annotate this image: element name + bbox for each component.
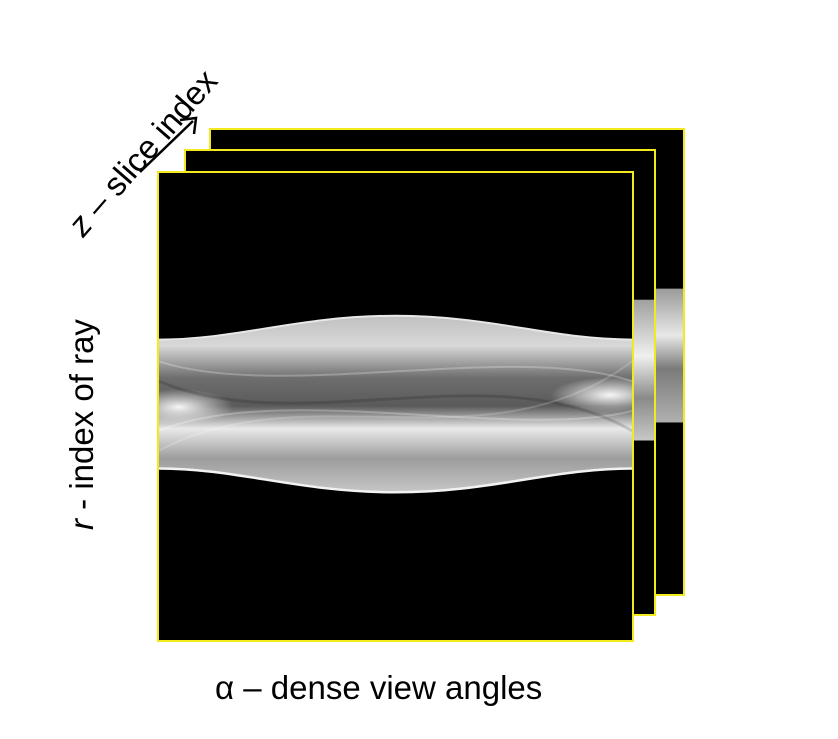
x-axis-symbol: α bbox=[215, 669, 235, 706]
x-axis-text: – dense view angles bbox=[234, 669, 543, 706]
x-axis-label: α – dense view angles bbox=[215, 671, 542, 704]
sinogram-band bbox=[159, 315, 632, 493]
y-axis-text: - index of ray bbox=[63, 319, 100, 519]
y-axis-symbol: r bbox=[63, 519, 100, 530]
sinogram-image-front bbox=[159, 314, 632, 494]
sinogram-slice-front bbox=[157, 171, 634, 642]
y-axis-label: r - index of ray bbox=[63, 319, 100, 530]
